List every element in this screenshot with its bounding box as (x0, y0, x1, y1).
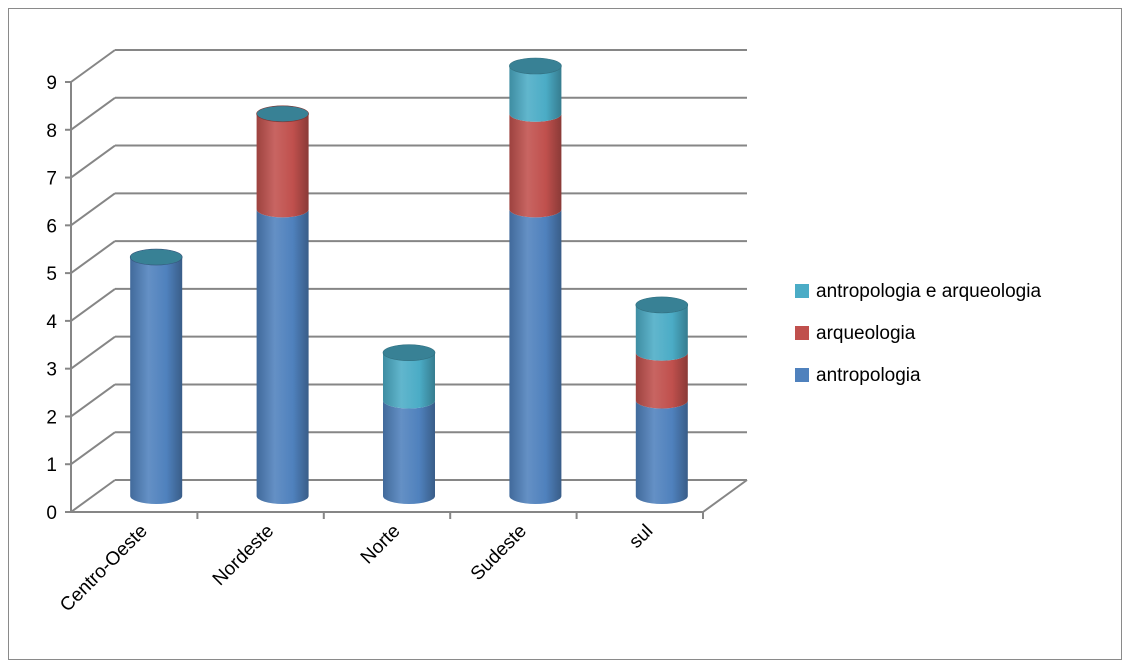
bar-stack-norte (382, 344, 436, 504)
bar-segment-antropologia (509, 209, 562, 505)
gridline-side (70, 383, 116, 418)
bar-segment-antropologia (635, 400, 688, 504)
legend-swatch (795, 284, 809, 298)
bar-top-cap (256, 105, 309, 123)
stacked-cylinder-chart: 0 1 2 3 4 5 6 7 8 9 Centro-Oeste Nordeste Norte Sude… (46, 49, 1041, 616)
legend-swatch (795, 326, 809, 340)
gridline-side (70, 431, 116, 466)
bar-segment-antropologia-e-arqueologia (509, 66, 562, 122)
category-label: Centro-Oeste (56, 521, 151, 616)
category-label: Norte (357, 521, 405, 569)
bar-top-cap (509, 57, 562, 75)
legend-item: antropologia e arqueologia (795, 281, 1041, 302)
bar-segment-antropologia-e-arqueologia (635, 304, 688, 361)
legend-item: antropologia (795, 365, 921, 386)
gridline-side (70, 96, 116, 131)
category-label: Nordeste (209, 521, 278, 590)
bar-segment-arqueologia (256, 113, 309, 218)
bar-segment-arqueologia (635, 352, 688, 409)
gridline-side (70, 288, 116, 322)
legend-item: arqueologia (795, 323, 916, 344)
bar-segment-antropologia (383, 400, 435, 504)
legend-label: antropologia e arqueologia (816, 281, 1041, 302)
legend-swatch (795, 368, 809, 382)
gridline-side (70, 240, 116, 274)
y-tick-label: 7 (46, 169, 57, 190)
gridline-side (70, 144, 116, 179)
bar-stack-centro-oeste (129, 248, 183, 504)
y-tick-label: 8 (46, 121, 57, 142)
bar-top-cap (382, 344, 436, 361)
floor-edge (702, 479, 748, 513)
y-tick-label: 0 (46, 503, 57, 524)
category-label: Sudeste (467, 521, 531, 585)
bar-stack-sudeste (509, 57, 562, 505)
x-axis-labels: Centro-Oeste Nordeste Norte Sudeste sul (56, 521, 657, 616)
chart-frame: 0 1 2 3 4 5 6 7 8 9 Centro-Oeste Nordeste Norte Sude… (8, 8, 1122, 660)
bar-segment-antropologia-e-arqueologia (383, 352, 435, 409)
y-tick-label: 2 (46, 407, 57, 428)
gridline-side (70, 335, 116, 370)
category-label: sul (625, 521, 657, 553)
legend: antropologia e arqueologia arqueologia ant… (795, 281, 1041, 386)
y-tick-label: 6 (46, 216, 57, 237)
y-axis-ticks: 0 1 2 3 4 5 6 7 8 9 (46, 73, 71, 524)
y-tick-label: 9 (46, 73, 57, 94)
axes (70, 82, 704, 519)
bar-top-cap (635, 296, 689, 314)
bar-segment-arqueologia (509, 113, 562, 218)
legend-label: antropologia (816, 365, 921, 386)
gridline-side (70, 192, 116, 227)
y-tick-label: 1 (46, 455, 57, 476)
gridline-side (70, 479, 116, 513)
y-tick-label: 5 (46, 264, 57, 285)
bar-stack-nordeste (256, 105, 309, 505)
bar-top-cap (129, 248, 183, 266)
bar-segment-antropologia (256, 209, 309, 505)
gridline-side (70, 49, 116, 83)
legend-label: arqueologia (816, 323, 916, 344)
bar-segment-antropologia (130, 257, 183, 504)
side-wall (71, 50, 115, 512)
y-tick-label: 3 (46, 360, 57, 381)
y-tick-label: 4 (46, 312, 57, 333)
bar-stack-sul (635, 296, 689, 504)
bars (129, 57, 689, 505)
